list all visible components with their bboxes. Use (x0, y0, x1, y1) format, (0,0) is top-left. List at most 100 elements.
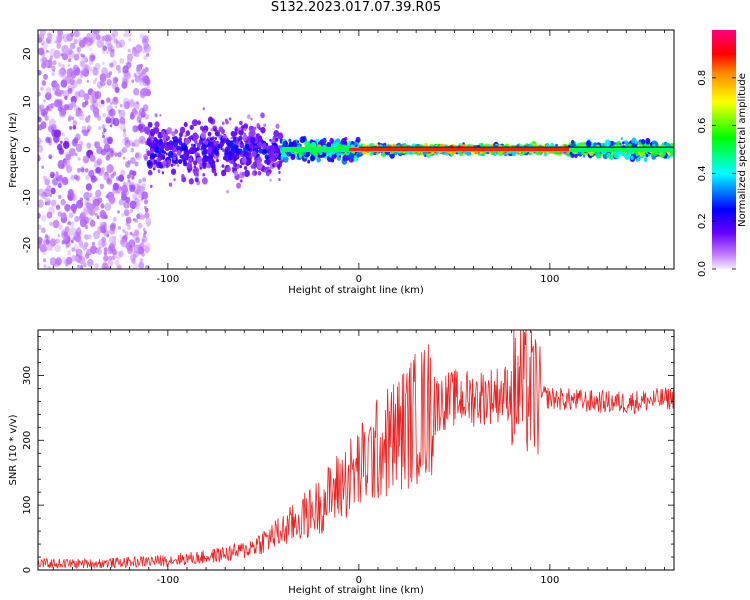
spectrogram-cell (222, 137, 227, 144)
x-tick-label: 100 (540, 274, 559, 285)
spectrogram-cell (73, 38, 78, 45)
spectrogram-cell (136, 185, 142, 192)
spectrogram-cell (267, 159, 271, 164)
spectrogram-cell (193, 160, 198, 166)
spectrogram-cell (100, 99, 105, 105)
spectrogram-cell (122, 128, 126, 133)
spectrogram-cell (110, 173, 115, 179)
spectrogram-cell (38, 155, 41, 162)
y-tick-label: 200 (22, 431, 33, 450)
spectrogram-cell (58, 68, 65, 78)
spectrogram-cell (121, 146, 128, 153)
spectrogram-cell (99, 183, 105, 190)
spectrogram-cell (202, 177, 208, 185)
spectrogram-cell (331, 143, 336, 148)
spectrogram-cell (138, 261, 145, 269)
spectrogram-frame (37, 29, 675, 270)
spectrogram-cell (131, 175, 135, 180)
spectrogram-cell (247, 114, 251, 119)
spectrogram-cell (85, 201, 91, 208)
spectrogram-cell (84, 41, 91, 49)
spectrogram-cell (78, 213, 86, 222)
spectrogram-cell (142, 191, 149, 200)
spectrogram-cell (107, 45, 115, 54)
spectrogram-cell (38, 104, 42, 113)
spectrogram-cell (220, 147, 223, 151)
spectrogram-cell (323, 152, 327, 157)
spectrogram-cell (132, 193, 138, 200)
spectrogram-cell (54, 83, 59, 89)
spectrogram-cell (142, 87, 149, 96)
spectrogram-cell (348, 152, 355, 160)
spectrogram-cell (141, 238, 145, 243)
spectrogram-cell (643, 157, 648, 162)
spectrogram-cell (117, 69, 121, 74)
spectrogram-cell (258, 137, 262, 142)
spectrogram-cell (74, 215, 80, 223)
spectrogram-cell (176, 164, 180, 167)
spectrogram-cell (234, 153, 240, 160)
spectrogram-cell (299, 136, 306, 144)
spectrogram-cell (40, 214, 47, 222)
spectrogram-cell (41, 56, 48, 64)
spectrogram-cell (231, 150, 234, 154)
spectrogram-cell (233, 160, 236, 163)
spectrogram-cell (68, 58, 72, 63)
spectrogram-cell (38, 212, 41, 219)
spectrogram-cell (253, 126, 257, 130)
spectrogram-cell (127, 179, 131, 183)
spectrogram-cell (39, 242, 46, 250)
spectrogram-cell (230, 130, 235, 137)
spectrogram-marks (38, 30, 674, 269)
spectrogram-cell (593, 142, 597, 147)
spectrogram-cell (38, 69, 42, 76)
spectrogram-cell (77, 157, 81, 161)
spectrogram-cell (108, 195, 116, 204)
spectrogram-cell (273, 162, 278, 167)
spectrogram-cell (146, 150, 151, 157)
spectrogram-cell (137, 123, 143, 131)
spectrogram-cell (47, 265, 52, 269)
spectrogram-cell (45, 92, 52, 101)
spectrogram-cell (142, 78, 150, 87)
spectrogram-cell (143, 153, 149, 160)
spectrogram-cell (227, 154, 233, 161)
spectrogram-cell (78, 112, 85, 121)
snr-frame (37, 329, 675, 571)
spectrogram-cell (134, 151, 142, 161)
spectrogram-cell (55, 204, 61, 210)
spectrogram-cell (54, 244, 61, 253)
spectrogram-cell (144, 205, 147, 210)
spectrogram-cell (242, 134, 248, 142)
spectrogram-cell (122, 121, 126, 125)
spectrogram-cell (41, 165, 45, 169)
spectrogram-cell (105, 96, 111, 104)
spectrogram-cell (226, 139, 232, 147)
spectrogram-cell (75, 133, 81, 141)
spectrogram-cell (108, 243, 116, 252)
spectrogram-cell (95, 166, 102, 174)
spectrogram-cell (250, 137, 256, 144)
spectrogram-cell (96, 215, 100, 219)
spectrogram-cell (628, 143, 632, 147)
spectrogram-cell (52, 86, 56, 91)
y-tick-label: -10 (22, 189, 33, 205)
spectrogram-cell (183, 122, 188, 128)
spectrogram-cell (222, 169, 226, 173)
spectrogram-cell (137, 212, 144, 220)
spectrogram-cell (243, 166, 248, 170)
spectrogram-cell (142, 177, 147, 183)
spectrogram-cell (243, 150, 249, 158)
spectrogram-cell (58, 100, 63, 106)
spectrogram-cell (64, 151, 72, 161)
spectrogram-cell (139, 258, 143, 263)
spectrogram-cell (41, 80, 47, 86)
spectrogram-cell (115, 64, 121, 72)
x-tick-label: 0 (356, 575, 362, 586)
spectrogram-cell (315, 138, 320, 144)
spectrogram-cell (225, 120, 229, 125)
spectrogram-cell (161, 130, 166, 136)
spectrogram-cell (38, 199, 44, 208)
spectrogram-cell (76, 202, 81, 209)
spectrogram-cell (44, 178, 50, 186)
